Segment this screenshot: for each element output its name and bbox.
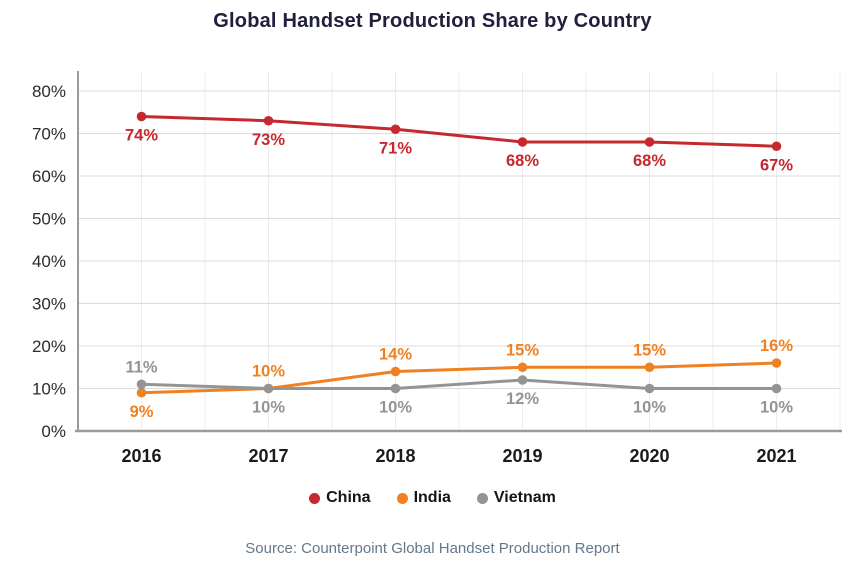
y-tick-label: 70% xyxy=(32,125,66,144)
data-label-india: 14% xyxy=(379,346,412,364)
legend-dot-icon xyxy=(396,492,408,504)
data-label-india: 10% xyxy=(252,363,285,381)
y-tick-label: 50% xyxy=(32,210,66,229)
legend-dot-icon xyxy=(309,492,321,504)
y-tick-label: 0% xyxy=(41,422,66,441)
data-point-vietnam xyxy=(517,375,528,385)
x-tick-label: 2016 xyxy=(121,446,161,466)
data-point-china xyxy=(771,141,782,152)
legend-item-vietnam: Vietnam xyxy=(476,489,556,507)
data-point-vietnam xyxy=(263,383,274,394)
data-label-china: 71% xyxy=(379,139,412,157)
data-point-india xyxy=(771,358,782,368)
legend-item-china: China xyxy=(309,489,371,507)
data-point-china xyxy=(517,137,528,147)
data-label-india: 16% xyxy=(760,337,793,355)
data-point-india xyxy=(517,362,528,373)
data-point-vietnam xyxy=(136,379,147,390)
data-label-india: 15% xyxy=(506,341,539,359)
data-point-india xyxy=(644,362,655,373)
data-label-china: 73% xyxy=(252,131,285,149)
y-tick-label: 60% xyxy=(32,167,66,186)
data-point-vietnam xyxy=(771,383,782,394)
x-tick-label: 2019 xyxy=(502,446,542,466)
legend-label: Vietnam xyxy=(493,489,556,506)
y-tick-label: 20% xyxy=(32,337,66,356)
data-label-vietnam: 10% xyxy=(252,399,285,417)
line-chart: 0% 10% 20% 30% 40% 50% 60% 70% 80% 2016 2017 2018 20… xyxy=(32,71,842,466)
y-tick-label: 80% xyxy=(32,82,66,101)
legend-label: India xyxy=(413,489,451,506)
data-point-vietnam xyxy=(390,383,401,394)
y-tick-label: 30% xyxy=(32,295,66,314)
data-label-vietnam: 11% xyxy=(125,358,157,376)
data-label-india: 9% xyxy=(130,403,154,421)
legend-item-india: India xyxy=(396,489,451,507)
x-tick-label: 2017 xyxy=(248,446,288,466)
data-label-china: 68% xyxy=(633,152,666,170)
x-tick-label: 2021 xyxy=(756,446,796,466)
data-label-india: 15% xyxy=(633,341,666,359)
series-line-china xyxy=(140,115,778,148)
y-tick-label: 10% xyxy=(32,380,66,399)
series-line-vietnam xyxy=(140,378,778,390)
legend-dot-icon xyxy=(476,492,488,504)
legend-label: China xyxy=(326,489,371,506)
x-tick-label: 2018 xyxy=(375,446,415,466)
source-note: Source: Counterpoint Global Handset Prod… xyxy=(245,540,620,557)
legend: China India Vietnam xyxy=(0,489,865,507)
data-point-china xyxy=(136,111,147,122)
data-label-china: 74% xyxy=(125,127,158,145)
data-label-china: 68% xyxy=(506,152,539,170)
data-point-china xyxy=(390,124,401,135)
data-label-vietnam: 10% xyxy=(379,399,412,417)
x-tick-label: 2020 xyxy=(629,446,669,466)
data-point-india xyxy=(136,387,147,398)
data-point-china xyxy=(263,115,274,126)
chart-title: Global Handset Production Share by Count… xyxy=(213,10,652,32)
data-point-india xyxy=(390,366,401,377)
data-point-china xyxy=(644,137,655,147)
data-label-vietnam: 10% xyxy=(633,399,666,417)
data-point-vietnam xyxy=(644,383,655,394)
data-label-china: 67% xyxy=(760,156,793,174)
data-label-vietnam: 12% xyxy=(506,390,539,408)
y-tick-label: 40% xyxy=(32,252,66,271)
data-label-vietnam: 10% xyxy=(760,399,793,417)
